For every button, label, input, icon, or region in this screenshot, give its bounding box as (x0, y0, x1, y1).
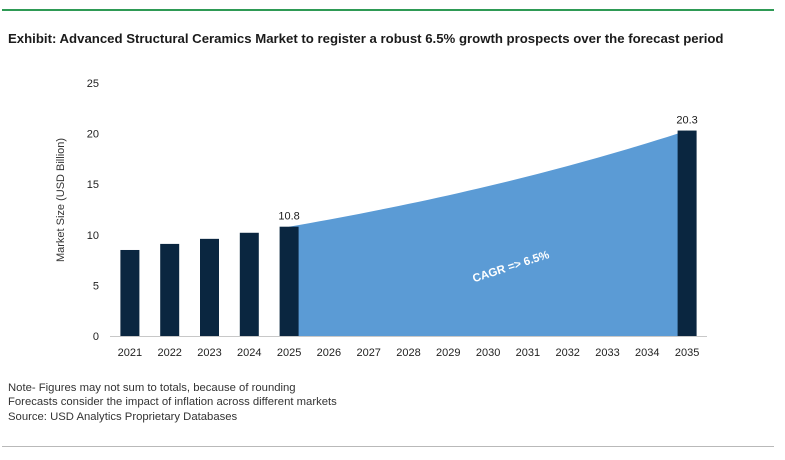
note-source: Source: USD Analytics Proprietary Databa… (8, 410, 238, 423)
x-tick-2022: 2022 (157, 347, 181, 359)
x-tick-2028: 2028 (396, 347, 420, 359)
x-tick-2031: 2031 (516, 347, 540, 359)
x-tick-2034: 2034 (635, 347, 659, 359)
x-tick-2035: 2035 (675, 347, 699, 359)
y-axis-label: Market Size (USD Billion) (55, 138, 67, 262)
y-tick-10: 10 (87, 230, 99, 242)
forecast-area (289, 130, 688, 336)
bar-2035 (677, 130, 697, 336)
x-tick-2023: 2023 (197, 347, 221, 359)
bottom-divider (2, 446, 774, 447)
note-inflation: Forecasts consider the impact of inflati… (8, 396, 337, 409)
bar-2021 (120, 249, 140, 336)
data-label-2025: 10.8 (278, 211, 299, 223)
y-tick-15: 15 (87, 179, 99, 191)
x-tick-2025: 2025 (277, 347, 301, 359)
bar-2023 (200, 238, 219, 336)
top-divider (2, 9, 774, 11)
bar-2025 (279, 226, 299, 336)
x-tick-2021: 2021 (118, 347, 142, 359)
x-tick-2027: 2027 (356, 347, 380, 359)
x-tick-2033: 2033 (595, 347, 619, 359)
y-tick-5: 5 (93, 280, 99, 292)
exhibit-title: Exhibit: Advanced Structural Ceramics Ma… (8, 31, 724, 46)
y-tick-20: 20 (87, 129, 99, 141)
y-tick-0: 0 (93, 331, 99, 343)
x-tick-2026: 2026 (317, 347, 341, 359)
bar-2024 (239, 232, 259, 336)
x-tick-2032: 2032 (555, 347, 579, 359)
chart-notes: Note- Figures may not sum to totals, bec… (8, 381, 337, 424)
bar-2022 (160, 243, 180, 336)
x-tick-2030: 2030 (476, 347, 500, 359)
data-label-2035: 20.3 (676, 115, 697, 127)
y-tick-25: 25 (87, 78, 99, 90)
note-rounding: Note- Figures may not sum to totals, bec… (8, 382, 296, 394)
x-tick-2029: 2029 (436, 347, 460, 359)
x-tick-2024: 2024 (237, 347, 261, 359)
